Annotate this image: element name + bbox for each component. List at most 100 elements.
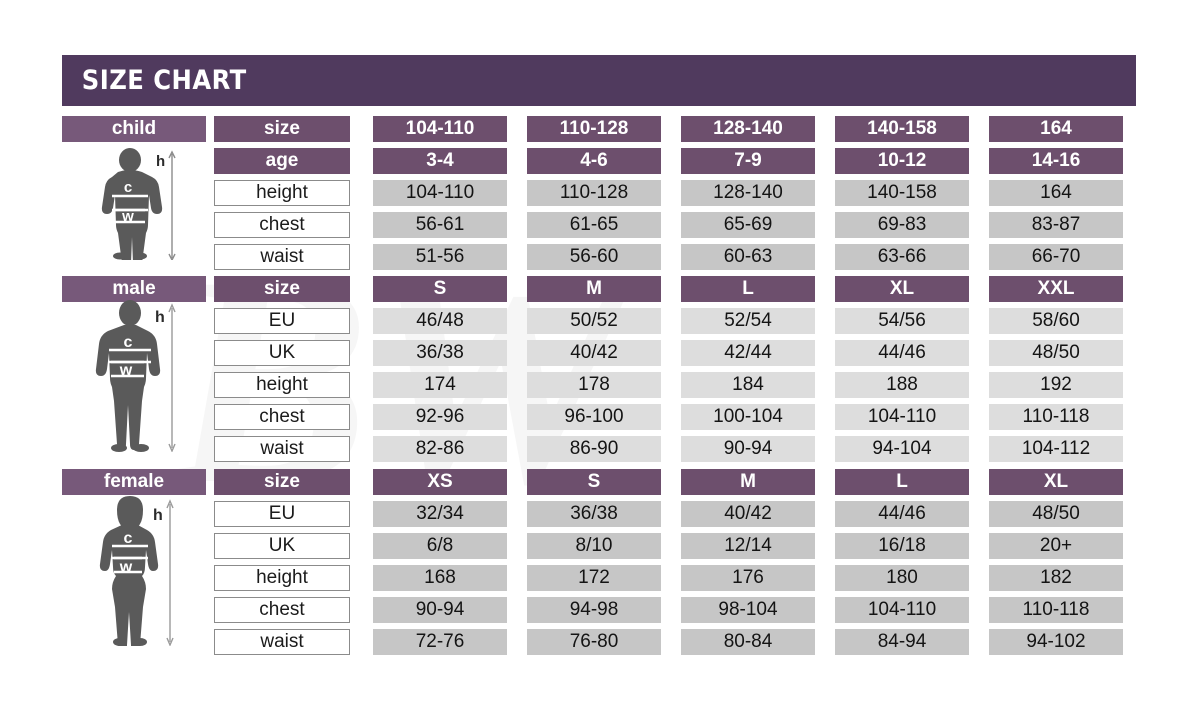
data-cell-male-EU-1: 50/52	[527, 308, 661, 334]
child-figure: c w h	[84, 148, 204, 260]
header-cell-child-size-0: 104-110	[373, 116, 507, 142]
header-cell-male-size-2: L	[681, 276, 815, 302]
data-cell-male-chest-4: 110-118	[989, 404, 1123, 430]
data-cell-female-waist-2: 80-84	[681, 629, 815, 655]
data-cell-male-UK-3: 44/46	[835, 340, 969, 366]
row-label-male-EU: EU	[214, 308, 350, 334]
data-cell-male-UK-0: 36/38	[373, 340, 507, 366]
svg-text:w: w	[121, 208, 134, 225]
row-label-male-chest: chest	[214, 404, 350, 430]
female-figure: c w h	[84, 494, 204, 646]
data-cell-female-chest-2: 98-104	[681, 597, 815, 623]
data-cell-female-UK-3: 16/18	[835, 533, 969, 559]
header-cell-male-size-1: M	[527, 276, 661, 302]
data-cell-male-chest-2: 100-104	[681, 404, 815, 430]
data-cell-female-waist-4: 94-102	[989, 629, 1123, 655]
page-title: SIZE CHART	[81, 65, 247, 96]
data-cell-child-height-1: 110-128	[527, 180, 661, 206]
data-cell-child-height-4: 164	[989, 180, 1123, 206]
row-label-child-height: height	[214, 180, 350, 206]
data-cell-male-UK-1: 40/42	[527, 340, 661, 366]
svg-text:h: h	[156, 153, 165, 170]
data-cell-male-waist-3: 94-104	[835, 436, 969, 462]
header-cell-child-age-3: 10-12	[835, 148, 969, 174]
header-cell-male-size-0: S	[373, 276, 507, 302]
header-cell-male-size-4: XXL	[989, 276, 1123, 302]
data-cell-child-waist-4: 66-70	[989, 244, 1123, 270]
data-cell-male-height-1: 178	[527, 372, 661, 398]
data-cell-child-height-2: 128-140	[681, 180, 815, 206]
data-cell-male-height-2: 184	[681, 372, 815, 398]
data-cell-male-EU-4: 58/60	[989, 308, 1123, 334]
header-cell-child-size-4: 164	[989, 116, 1123, 142]
data-cell-child-waist-0: 51-56	[373, 244, 507, 270]
svg-text:c: c	[124, 334, 133, 351]
header-cell-child-age-1: 4-6	[527, 148, 661, 174]
data-cell-male-chest-0: 92-96	[373, 404, 507, 430]
chart-header-bar: SIZE CHART	[62, 55, 1136, 106]
data-cell-female-EU-0: 32/34	[373, 501, 507, 527]
data-cell-female-height-4: 182	[989, 565, 1123, 591]
row-label-female-waist: waist	[214, 629, 350, 655]
header-cell-female-size-1: S	[527, 469, 661, 495]
male-figure: c w h	[84, 300, 204, 452]
header-cell-female-size-0: XS	[373, 469, 507, 495]
data-cell-male-EU-2: 52/54	[681, 308, 815, 334]
data-cell-female-chest-0: 90-94	[373, 597, 507, 623]
header-cell-child-age-2: 7-9	[681, 148, 815, 174]
data-cell-female-EU-3: 44/46	[835, 501, 969, 527]
data-cell-female-chest-4: 110-118	[989, 597, 1123, 623]
section-label-male: male	[62, 276, 206, 302]
data-cell-child-waist-3: 63-66	[835, 244, 969, 270]
data-cell-male-waist-4: 104-112	[989, 436, 1123, 462]
header-cell-female-size-3: L	[835, 469, 969, 495]
row-label-female-height: height	[214, 565, 350, 591]
data-cell-child-chest-1: 61-65	[527, 212, 661, 238]
data-cell-male-UK-2: 42/44	[681, 340, 815, 366]
data-cell-female-height-3: 180	[835, 565, 969, 591]
data-cell-male-height-0: 174	[373, 372, 507, 398]
data-cell-female-waist-3: 84-94	[835, 629, 969, 655]
data-cell-child-height-0: 104-110	[373, 180, 507, 206]
data-cell-female-chest-1: 94-98	[527, 597, 661, 623]
data-cell-female-chest-3: 104-110	[835, 597, 969, 623]
data-cell-child-chest-0: 56-61	[373, 212, 507, 238]
data-cell-male-waist-0: 82-86	[373, 436, 507, 462]
svg-text:c: c	[124, 179, 132, 196]
data-cell-male-chest-3: 104-110	[835, 404, 969, 430]
svg-text:h: h	[155, 309, 165, 326]
data-cell-male-height-4: 192	[989, 372, 1123, 398]
data-cell-female-UK-1: 8/10	[527, 533, 661, 559]
section-label-female: female	[62, 469, 206, 495]
row-label-child-waist: waist	[214, 244, 350, 270]
data-cell-female-UK-2: 12/14	[681, 533, 815, 559]
data-cell-female-height-1: 172	[527, 565, 661, 591]
data-cell-female-EU-2: 40/42	[681, 501, 815, 527]
data-cell-male-chest-1: 96-100	[527, 404, 661, 430]
data-cell-male-EU-0: 46/48	[373, 308, 507, 334]
data-cell-male-EU-3: 54/56	[835, 308, 969, 334]
data-cell-child-chest-4: 83-87	[989, 212, 1123, 238]
data-cell-female-EU-1: 36/38	[527, 501, 661, 527]
header-cell-female-size-4: XL	[989, 469, 1123, 495]
data-cell-child-waist-1: 56-60	[527, 244, 661, 270]
row-label-male-waist: waist	[214, 436, 350, 462]
data-cell-female-UK-0: 6/8	[373, 533, 507, 559]
row-label-female-EU: EU	[214, 501, 350, 527]
row-label-male-UK: UK	[214, 340, 350, 366]
header-cell-female-size-2: M	[681, 469, 815, 495]
row-label-female-UK: UK	[214, 533, 350, 559]
header-rowlabel-male-size: size	[214, 276, 350, 302]
svg-text:w: w	[119, 559, 133, 576]
data-cell-female-waist-0: 72-76	[373, 629, 507, 655]
data-cell-female-height-2: 176	[681, 565, 815, 591]
data-cell-male-height-3: 188	[835, 372, 969, 398]
header-rowlabel-female-size: size	[214, 469, 350, 495]
svg-text:w: w	[119, 362, 133, 379]
data-cell-child-chest-2: 65-69	[681, 212, 815, 238]
data-cell-female-EU-4: 48/50	[989, 501, 1123, 527]
header-rowlabel-child-size: size	[214, 116, 350, 142]
data-cell-female-UK-4: 20+	[989, 533, 1123, 559]
data-cell-child-waist-2: 60-63	[681, 244, 815, 270]
